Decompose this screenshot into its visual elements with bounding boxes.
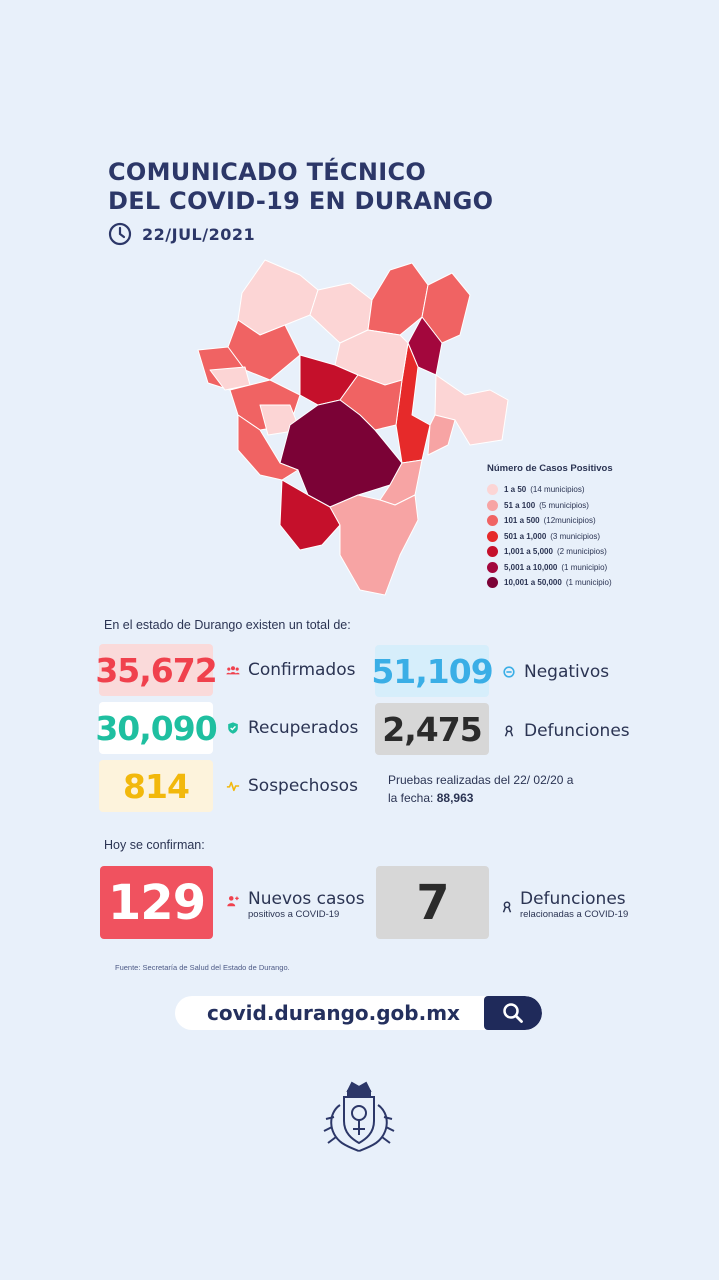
map-region: [237, 414, 299, 481]
negativos-card: 51,109: [371, 645, 494, 697]
legend-range: 5,001 a 10,000: [504, 562, 558, 572]
negativos-value: 51,109: [371, 651, 493, 691]
legend-item: 501 a 1,000 (3 municipios): [487, 529, 667, 545]
map-region: [237, 259, 319, 336]
legend-swatch: [487, 499, 498, 511]
map-region: [329, 494, 419, 596]
legend-item: 1 a 50 (14 municipios): [487, 482, 667, 498]
legend-swatch: [487, 530, 498, 542]
nuevos-casos-sub: positivos a COVID-19: [248, 909, 340, 920]
recuperados-label-row: Recuperados: [226, 718, 358, 738]
page-title: COMUNICADO TÉCNICO DEL COVID-19 EN DURAN…: [108, 158, 493, 216]
defunciones-value: 2,475: [382, 709, 482, 749]
confirmados-label: Confirmados: [248, 660, 356, 680]
nuevos-casos-card: 129: [100, 866, 213, 939]
defunciones-hoy-card: 7: [376, 866, 489, 939]
sospechosos-label: Sospechosos: [248, 776, 358, 796]
legend-swatch: [487, 546, 498, 558]
website-link[interactable]: covid.durango.gob.mx: [207, 1001, 460, 1025]
nuevos-casos-label-row: Nuevos casos positivos a COVID-19: [226, 890, 365, 920]
legend-count: (2 municipios): [556, 547, 607, 557]
confirmados-card: 35,672: [95, 644, 218, 696]
legend-swatch: [487, 561, 498, 573]
legend-count: (1 municipio): [565, 578, 612, 588]
recuperados-card: 30,090: [95, 702, 218, 754]
date-row: 22/JUL/2021: [108, 222, 255, 246]
ribbon-icon: [504, 725, 514, 737]
nuevos-casos-value: 129: [107, 874, 206, 931]
pruebas-line-1: Pruebas realizadas del 22/ 02/20 a: [388, 773, 574, 787]
legend-swatch: [487, 577, 498, 589]
legend-range: 10,001 a 50,000: [504, 578, 562, 588]
legend-count: (14 municipios): [530, 485, 585, 495]
map-region: [279, 479, 341, 551]
ribbon-icon: [502, 901, 512, 913]
confirmados-value: 35,672: [95, 650, 217, 690]
today-intro: Hoy se confirman:: [104, 838, 205, 852]
url-bar[interactable]: covid.durango.gob.mx: [175, 996, 542, 1030]
map-legend: Número de Casos Positivos 1 a 50 (14 muni…: [487, 463, 667, 591]
people-icon: [226, 666, 240, 675]
sospechosos-value: 814: [123, 766, 190, 806]
legend-item: 10,001 a 50,000 (1 municipio): [487, 575, 667, 591]
legend-count: (5 municipios): [539, 500, 589, 510]
negativos-label-row: Negativos: [502, 662, 609, 682]
defunciones-hoy-value: 7: [416, 874, 449, 931]
defunciones-hoy-label: Defunciones: [520, 889, 626, 909]
legend-range: 1,001 a 5,000: [504, 547, 553, 557]
shield-check-icon: [228, 722, 238, 734]
legend-count: (3 municipios): [550, 531, 601, 541]
add-person-icon: [227, 896, 239, 907]
search-icon: [503, 1003, 523, 1023]
minus-circle-icon: [503, 666, 515, 678]
durango-municipalities-map: [197, 259, 509, 596]
report-date: 22/JUL/2021: [142, 224, 256, 244]
pruebas-total: 88,963: [436, 791, 474, 805]
recuperados-label: Recuperados: [248, 718, 359, 738]
nuevos-casos-label: Nuevos casos: [248, 889, 365, 909]
pulse-icon: [226, 781, 240, 792]
summary-intro: En el estado de Durango existen un total…: [104, 618, 351, 632]
defunciones-label: Defunciones: [524, 721, 630, 741]
legend-item: 51 a 100 (5 municipios): [487, 498, 667, 514]
title-line-2: DEL COVID-19 EN DURANGO: [108, 187, 494, 215]
defunciones-label-row: Defunciones: [502, 721, 630, 741]
legend-item: 101 a 500 (12municipios): [487, 513, 667, 529]
map-region: [427, 414, 456, 456]
legend-swatch: [487, 484, 498, 496]
legend-range: 101 a 500: [504, 516, 540, 526]
defunciones-card: 2,475: [375, 703, 489, 755]
durango-seal-icon: [323, 1081, 395, 1152]
legend-count: (1 municipio): [561, 562, 608, 572]
legend-item: 1,001 a 5,000 (2 municipios): [487, 544, 667, 560]
pruebas-line-2: la fecha: 88,963: [388, 789, 573, 807]
search-button[interactable]: [484, 996, 542, 1030]
title-line-1: COMUNICADO TÉCNICO: [108, 158, 427, 186]
sospechosos-card: 814: [99, 760, 213, 812]
source-note: Fuente: Secretaría de Salud del Estado d…: [115, 963, 290, 972]
defunciones-hoy-label-row: Defunciones relacionadas a COVID-19: [500, 890, 628, 920]
confirmados-label-row: Confirmados: [226, 660, 355, 680]
legend-swatch: [487, 515, 498, 527]
legend-item: 5,001 a 10,000 (1 municipio): [487, 560, 667, 576]
negativos-label: Negativos: [524, 662, 610, 682]
legend-range: 51 a 100: [504, 500, 536, 510]
legend-range: 1 a 50: [504, 485, 527, 495]
legend-range: 501 a 1,000: [504, 531, 547, 541]
pruebas-prefix: la fecha:: [388, 791, 434, 805]
clock-icon: [108, 222, 132, 246]
sospechosos-label-row: Sospechosos: [226, 776, 358, 796]
recuperados-value: 30,090: [95, 708, 217, 748]
pruebas-text: Pruebas realizadas del 22/ 02/20 a la fe…: [388, 771, 573, 807]
defunciones-hoy-sub: relacionadas a COVID-19: [520, 909, 629, 920]
legend-title: Número de Casos Positivos: [487, 463, 613, 474]
map-region: [407, 316, 443, 376]
legend-count: (12municipios): [543, 516, 596, 526]
